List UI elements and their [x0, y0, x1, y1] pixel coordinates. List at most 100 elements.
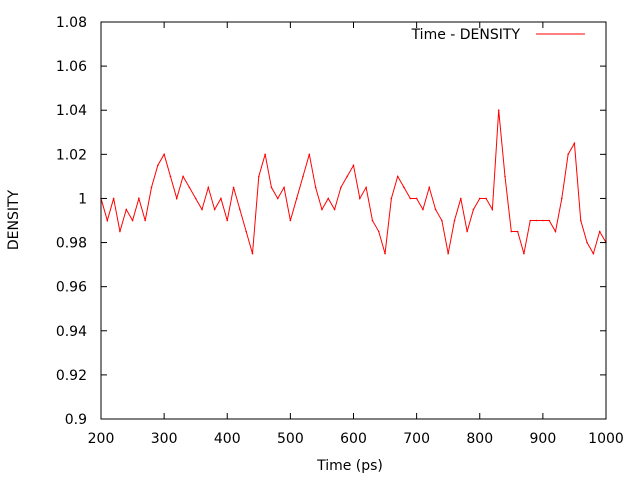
- data-point: [258, 175, 260, 178]
- data-point: [548, 219, 550, 222]
- data-point: [529, 219, 532, 222]
- data-point: [270, 186, 273, 189]
- data-point: [194, 197, 197, 200]
- data-point: [188, 186, 191, 189]
- y-tick-label: 0.92: [56, 368, 87, 384]
- y-tick-label: 1.08: [56, 15, 87, 31]
- plot-layer: [100, 109, 607, 255]
- data-point: [289, 219, 292, 222]
- data-point: [510, 230, 513, 233]
- data-point: [308, 153, 311, 156]
- data-point: [207, 186, 210, 189]
- data-point: [144, 219, 146, 222]
- data-point: [516, 230, 519, 233]
- data-point: [131, 219, 134, 222]
- data-point: [497, 109, 500, 112]
- data-point: [182, 175, 184, 178]
- data-point: [175, 197, 178, 200]
- data-point: [201, 208, 203, 211]
- data-point: [371, 219, 374, 222]
- data-point: [472, 208, 475, 211]
- data-point: [598, 230, 601, 233]
- data-point: [403, 186, 405, 189]
- data-point: [283, 186, 285, 189]
- data-point: [460, 197, 462, 200]
- data-point: [523, 252, 525, 255]
- data-point: [138, 197, 140, 200]
- data-point: [434, 208, 437, 211]
- data-point: [169, 175, 172, 178]
- data-point: [157, 164, 159, 167]
- x-tick-label: 200: [88, 431, 115, 447]
- x-tick-label: 700: [403, 431, 430, 447]
- data-point: [352, 164, 355, 167]
- data-point: [466, 230, 468, 233]
- data-point: [220, 197, 222, 200]
- data-point: [302, 175, 304, 178]
- x-tick-label: 600: [340, 431, 367, 447]
- data-point: [504, 175, 506, 178]
- data-point: [478, 197, 481, 200]
- x-axis-label: Time (ps): [316, 458, 383, 474]
- data-point: [232, 186, 235, 189]
- data-point: [390, 197, 393, 200]
- data-point: [264, 153, 266, 156]
- x-tick-label: 800: [466, 431, 493, 447]
- data-point: [226, 219, 229, 222]
- x-tick-label: 300: [151, 431, 178, 447]
- data-point: [441, 219, 443, 222]
- data-point: [453, 219, 456, 222]
- x-tick-label: 400: [214, 431, 241, 447]
- data-point: [333, 208, 336, 211]
- data-point: [295, 197, 298, 200]
- data-point: [377, 230, 380, 233]
- data-point: [213, 208, 216, 211]
- data-point: [579, 219, 582, 222]
- y-tick-label: 0.98: [56, 236, 87, 252]
- y-axis-label: DENSITY: [6, 189, 22, 250]
- data-point: [340, 186, 342, 189]
- data-point: [125, 208, 128, 211]
- data-point: [239, 208, 241, 211]
- data-point: [554, 230, 557, 233]
- x-tick-label: 500: [277, 431, 304, 447]
- ticks-layer: 200 300 400 500 600 700 800 900 1000 0.9 0.92 0.94 0…: [56, 15, 624, 447]
- data-point: [150, 186, 153, 189]
- data-point: [119, 230, 121, 233]
- data-point: [321, 208, 323, 211]
- data-point: [592, 252, 595, 255]
- data-point: [359, 197, 361, 200]
- y-tick-label: 0.94: [56, 324, 87, 340]
- data-point: [251, 252, 254, 255]
- data-point: [106, 219, 109, 222]
- y-tick-label: 1: [78, 191, 87, 207]
- data-point: [561, 197, 563, 200]
- data-point: [573, 142, 576, 145]
- y-tick-label: 1.06: [56, 59, 87, 75]
- legend-entry-label: Time - DENSITY: [411, 27, 521, 43]
- data-point: [409, 197, 412, 200]
- data-point: [346, 175, 348, 178]
- data-point: [245, 230, 247, 233]
- y-tick-label: 1.02: [56, 147, 87, 163]
- data-point: [396, 175, 399, 178]
- data-point: [327, 197, 330, 200]
- data-point: [384, 252, 386, 255]
- data-point: [428, 186, 431, 189]
- data-point: [447, 252, 449, 255]
- data-point: [422, 208, 424, 211]
- y-tick-label: 0.96: [56, 280, 87, 296]
- data-point: [112, 197, 115, 200]
- legend: Time - DENSITY: [411, 27, 585, 43]
- y-tick-label: 1.04: [56, 103, 87, 119]
- data-point: [542, 219, 544, 222]
- y-tick-label: 0.9: [65, 412, 87, 428]
- x-tick-label: 900: [530, 431, 557, 447]
- data-point: [163, 153, 165, 156]
- data-point: [586, 241, 588, 244]
- data-point: [491, 208, 494, 211]
- data-point: [276, 197, 279, 200]
- x-tick-label: 1000: [588, 431, 624, 447]
